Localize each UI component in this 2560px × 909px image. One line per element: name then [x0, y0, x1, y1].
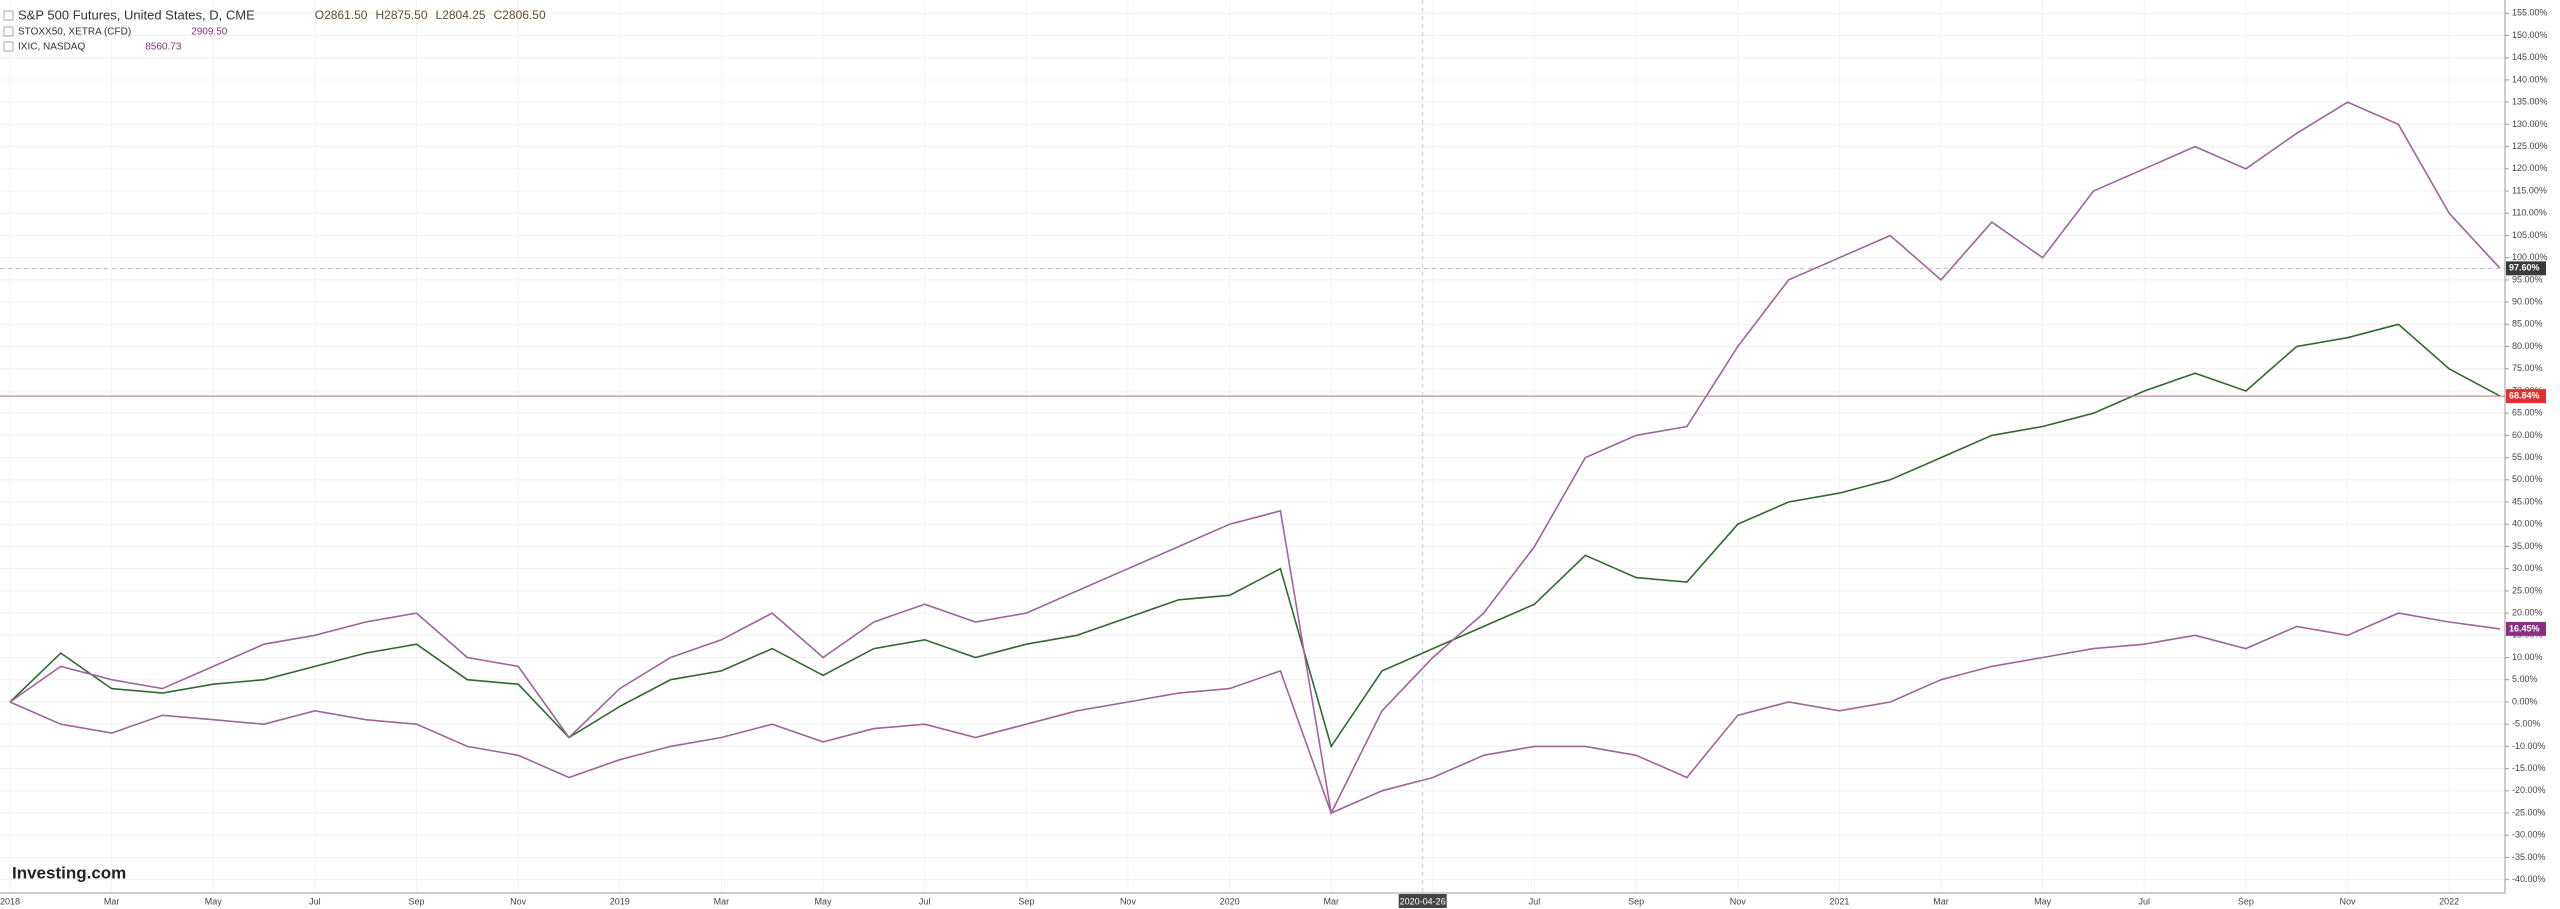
- y-tick-label: 105.00%: [2512, 230, 2548, 240]
- y-tick-label: -5.00%: [2512, 719, 2541, 729]
- x-tick-label: Sep: [2238, 896, 2254, 906]
- last-value-box: [2506, 261, 2546, 276]
- last-value-label: 16.45%: [2509, 623, 2540, 633]
- y-tick-label: -30.00%: [2512, 830, 2546, 840]
- x-tick-label: Jul: [1529, 896, 1541, 906]
- y-tick-label: 155.00%: [2512, 8, 2548, 18]
- y-tick-label: -10.00%: [2512, 741, 2546, 751]
- y-tick-label: 150.00%: [2512, 30, 2548, 40]
- y-tick-label: 115.00%: [2512, 185, 2547, 195]
- x-tick-label: Nov: [510, 896, 527, 906]
- crosshair-date-box: [1398, 894, 1447, 908]
- y-tick-label: 30.00%: [2512, 563, 2543, 573]
- x-tick-label: 2019: [610, 896, 630, 906]
- y-tick-label: 110.00%: [2512, 208, 2547, 218]
- x-tick-label: Sep: [1628, 896, 1644, 906]
- y-tick-label: -40.00%: [2512, 874, 2546, 884]
- legend-price: 2909.50: [191, 27, 228, 38]
- y-tick-label: 40.00%: [2512, 519, 2543, 529]
- y-tick-label: 0.00%: [2512, 696, 2538, 706]
- x-tick-label: Nov: [2340, 896, 2357, 906]
- legend-price: 8560.73: [145, 42, 182, 53]
- y-tick-label: 125.00%: [2512, 141, 2548, 151]
- x-tick-label: Mar: [1323, 896, 1339, 906]
- last-value-box: [2506, 621, 2546, 636]
- y-tick-label: 145.00%: [2512, 52, 2548, 62]
- legend: S&P 500 Futures, United States, D, CME O2…: [3, 7, 546, 53]
- y-tick-label: 55.00%: [2512, 452, 2543, 462]
- legend-box: [3, 26, 14, 37]
- y-tick-label: -35.00%: [2512, 852, 2546, 862]
- legend-box: [3, 10, 14, 21]
- y-tick-label: 90.00%: [2512, 296, 2543, 306]
- y-tick-label: 60.00%: [2512, 430, 2543, 440]
- series-line: [9, 101, 2501, 816]
- y-tick-label: 120.00%: [2512, 163, 2548, 173]
- legend-name: IXIC, NASDAQ: [18, 42, 85, 53]
- series-line: [9, 323, 2501, 749]
- y-tick-label: 140.00%: [2512, 74, 2548, 84]
- ohlc-value: C2806.50: [494, 8, 546, 22]
- y-tick-label: 35.00%: [2512, 541, 2543, 551]
- y-tick-label: -20.00%: [2512, 785, 2546, 795]
- x-tick-label: Mar: [714, 896, 730, 906]
- x-tick-label: Mar: [104, 896, 120, 906]
- y-tick-label: 5.00%: [2512, 674, 2538, 684]
- crosshair-date: 2020-04-26: [1400, 896, 1446, 906]
- y-tick-label: 135.00%: [2512, 97, 2548, 107]
- y-tick-label: 130.00%: [2512, 119, 2548, 129]
- y-tick-label: 25.00%: [2512, 585, 2543, 595]
- x-tick-label: Jul: [919, 896, 931, 906]
- x-tick-label: 2018: [0, 896, 20, 906]
- y-tick-label: 20.00%: [2512, 607, 2543, 617]
- x-tick-label: 2021: [1829, 896, 1849, 906]
- y-tick-label: -15.00%: [2512, 763, 2546, 773]
- watermark: Investing.com: [12, 863, 126, 882]
- ohlc-value: L2804.25: [436, 8, 486, 22]
- ohlc-value: H2875.50: [375, 8, 427, 22]
- x-tick-label: 2020: [1220, 896, 1240, 906]
- x-tick-label: Jul: [2139, 896, 2151, 906]
- x-tick-label: Jul: [309, 896, 321, 906]
- y-tick-label: 75.00%: [2512, 363, 2543, 373]
- x-tick-label: May: [815, 896, 833, 906]
- y-tick-label: 45.00%: [2512, 496, 2543, 506]
- last-value-label: 97.60%: [2509, 263, 2540, 273]
- x-tick-label: Nov: [1730, 896, 1747, 906]
- x-tick-label: Mar: [1933, 896, 1949, 906]
- y-tick-label: -25.00%: [2512, 807, 2546, 817]
- x-tick-label: May: [205, 896, 223, 906]
- x-tick-label: 2022: [2439, 896, 2459, 906]
- x-tick-label: Sep: [409, 896, 425, 906]
- last-value-label: 68.84%: [2509, 390, 2540, 400]
- grid: [0, 0, 2505, 893]
- y-tick-label: 50.00%: [2512, 474, 2543, 484]
- y-tick-label: 85.00%: [2512, 319, 2543, 329]
- last-value-box: [2506, 389, 2546, 404]
- y-tick-label: 10.00%: [2512, 652, 2543, 662]
- ohlc-value: O2861.50: [315, 8, 368, 22]
- x-tick-label: Nov: [1120, 896, 1137, 906]
- legend-name: STOXX50, XETRA (CFD): [18, 27, 131, 38]
- y-tick-label: 80.00%: [2512, 341, 2543, 351]
- plot: [0, 0, 2505, 893]
- series-line: [9, 612, 2501, 815]
- axes: -40.00% -35.00% -30.00% -25.00% -20.00% -15.0…: [0, 8, 2548, 908]
- y-tick-label: 95.00%: [2512, 274, 2543, 284]
- y-tick-label: 65.00%: [2512, 408, 2543, 418]
- legend-name: S&P 500 Futures, United States, D, CME: [18, 7, 255, 22]
- x-tick-label: May: [2034, 896, 2052, 906]
- y-tick-label: 100.00%: [2512, 252, 2548, 262]
- legend-box: [3, 41, 14, 52]
- x-tick-label: Sep: [1018, 896, 1034, 906]
